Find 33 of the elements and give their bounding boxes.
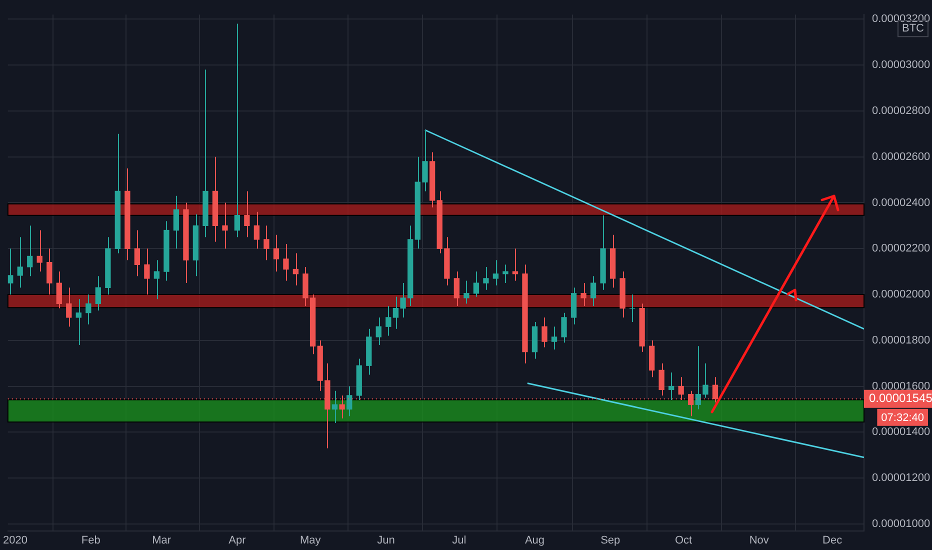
x-tick-label: Apr <box>228 534 246 546</box>
x-tick-label: Oct <box>674 534 692 546</box>
x-tick-label: Sep <box>600 534 620 546</box>
x-tick-label: Mar <box>152 534 172 546</box>
x-tick-label: Dec <box>822 534 843 546</box>
y-tick-label: 0.00001600 <box>872 380 930 392</box>
x-tick-label: Jun <box>377 534 395 546</box>
ref-line-label: 0.00001545 <box>869 391 932 406</box>
y-tick-label: 0.00001800 <box>872 334 930 346</box>
y-tick-label: 0.00002600 <box>872 150 930 163</box>
candlestick <box>264 225 270 261</box>
y-tick-label: 0.00001000 <box>872 518 930 530</box>
y-tick-label: 0.00001400 <box>872 426 930 438</box>
candlestick <box>502 264 508 284</box>
x-tick-label: Nov <box>749 534 770 546</box>
candlestick <box>464 280 470 304</box>
y-tick-label: 0.00003200 <box>872 13 930 26</box>
text: 07:32:40 <box>881 412 924 424</box>
x-tick-label: Aug <box>524 534 545 546</box>
candlestick <box>580 282 586 306</box>
x-tick-label: May <box>300 534 322 546</box>
y-tick-label: 0.00002400 <box>872 196 930 209</box>
x-tick-label: 2020 <box>2 534 28 546</box>
y-tick-label: 0.00001200 <box>872 472 930 484</box>
text: BTC <box>902 22 924 35</box>
candlestick <box>483 266 489 290</box>
y-tick-label: 0.00002000 <box>872 288 930 301</box>
y-tick-label: 0.00002800 <box>872 104 930 117</box>
x-tick-label: Feb <box>81 534 100 546</box>
y-tick-label: 0.00003000 <box>872 59 930 72</box>
x-tick-label: Jul <box>452 534 466 546</box>
y-tick-label: 0.00002200 <box>872 242 930 255</box>
candlestick <box>561 312 567 344</box>
